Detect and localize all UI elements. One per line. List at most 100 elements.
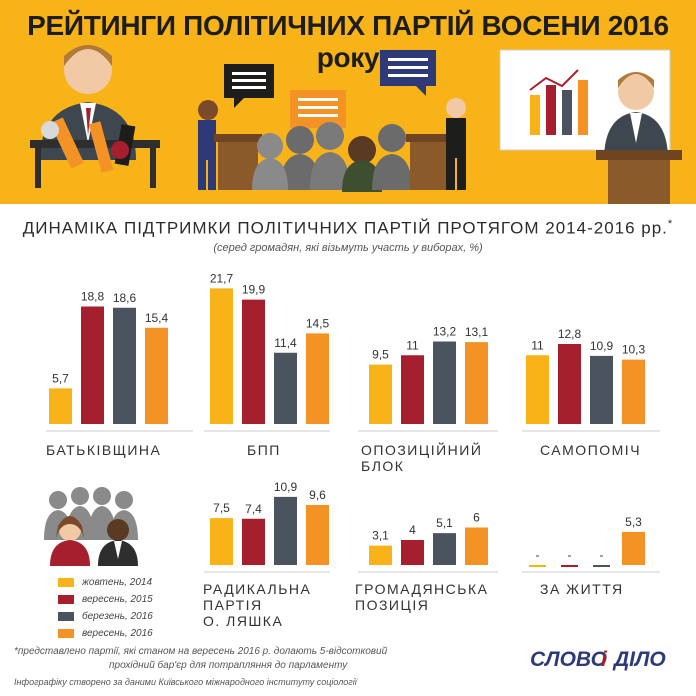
bar xyxy=(593,565,610,567)
bar-value-label: - xyxy=(568,548,572,562)
presentation-board-illustration xyxy=(499,49,682,204)
bar xyxy=(274,352,297,424)
group-label: БЛОК xyxy=(361,458,404,474)
bar-value-label: 15,4 xyxy=(145,311,169,325)
footnote: *представлено партії, які станом на вере… xyxy=(14,645,484,673)
legend-item: березень, 2016 xyxy=(58,608,153,625)
bar-value-label: 18,8 xyxy=(81,290,105,304)
bar xyxy=(145,327,168,424)
bar-value-label: 7,4 xyxy=(245,502,262,516)
bar xyxy=(465,342,488,424)
bar xyxy=(242,299,265,424)
chart-legend: жовтень, 2014 вересень, 2015 березень, 2… xyxy=(58,574,153,642)
bar-value-label: 11 xyxy=(531,338,544,352)
legend-swatch xyxy=(58,595,74,604)
bar-value-label: 21,7 xyxy=(210,271,234,285)
bar-value-label: 19,9 xyxy=(242,283,266,297)
bar-value-label: 10,9 xyxy=(274,480,298,494)
legend-label: вересень, 2016 xyxy=(82,628,153,639)
bar xyxy=(369,364,392,424)
group-label: ОПОЗИЦІЙНИЙ xyxy=(361,441,482,458)
group-label: ГРОМАДЯНСЬКА xyxy=(355,581,488,597)
bar-value-label: 13,1 xyxy=(465,325,489,339)
legend-swatch xyxy=(58,629,74,638)
group-label: БАТЬКІВЩИНА xyxy=(46,442,161,458)
legend-swatch xyxy=(58,612,74,621)
speech-bubbles-illustration xyxy=(224,50,436,138)
footnote-line-2: прохідний бар'єр для потрапляння до парл… xyxy=(109,660,348,671)
bar xyxy=(558,344,581,424)
legend-label: жовтень, 2014 xyxy=(82,577,153,588)
banner-illustration xyxy=(30,45,682,204)
legend-item: вересень, 2016 xyxy=(58,625,153,642)
group-label: ПАРТІЯ xyxy=(203,597,263,613)
bar-value-label: 11,4 xyxy=(274,336,297,350)
header-banner: РЕЙТИНГИ ПОЛІТИЧНИХ ПАРТІЙ ВОСЕНИ 2016 р… xyxy=(0,0,696,204)
bar-value-label: 10,3 xyxy=(622,343,646,357)
legend-item: вересень, 2015 xyxy=(58,591,153,608)
bar-value-label: 5,1 xyxy=(436,516,453,530)
legend-item: жовтень, 2014 xyxy=(58,574,153,591)
bar xyxy=(306,505,329,565)
group-label: ЗА ЖИТТЯ xyxy=(540,581,624,597)
bar xyxy=(210,288,233,424)
bar-value-label: 12,8 xyxy=(558,327,582,341)
debate-scene-illustration xyxy=(198,98,466,192)
bar xyxy=(401,355,424,424)
slovo-i-dilo-logo: СЛОВО і ДІЛО xyxy=(530,648,666,671)
bar-value-label: 3,1 xyxy=(372,529,389,543)
bar xyxy=(306,333,329,424)
source-note: Інфографіку створено за даними Київськог… xyxy=(14,677,357,687)
bar-value-label: 7,5 xyxy=(213,501,230,515)
bar xyxy=(369,545,392,565)
bar xyxy=(210,518,233,565)
footnote-mark: * xyxy=(667,218,674,230)
group-label: САМОПОМІЧ xyxy=(540,442,641,458)
bar xyxy=(433,341,456,424)
footnote-line-1: *представлено партії, які станом на вере… xyxy=(14,646,388,657)
bar xyxy=(274,496,297,565)
logo-word-3: ДІЛО xyxy=(612,648,666,671)
bar-value-label: - xyxy=(600,548,604,562)
bar-value-label: 13,2 xyxy=(433,325,457,339)
bar xyxy=(401,540,424,565)
page-title: РЕЙТИНГИ ПОЛІТИЧНИХ ПАРТІЙ ВОСЕНИ 2016 р… xyxy=(27,10,669,73)
group-label: О. ЛЯШКА xyxy=(203,613,283,629)
bar xyxy=(242,518,265,565)
group-label: РАДИКАЛЬНА xyxy=(203,581,311,597)
logo-word-2: і xyxy=(601,648,608,671)
logo-word-1: СЛОВО xyxy=(530,648,607,671)
group-label: БПП xyxy=(247,442,281,458)
bar xyxy=(622,359,645,424)
bar xyxy=(49,388,72,424)
bar-value-label: 9,5 xyxy=(372,348,389,362)
chart-note: (серед громадян, які візьмуть участь у в… xyxy=(213,242,483,254)
bar xyxy=(81,306,104,424)
bar xyxy=(529,565,546,567)
bar xyxy=(113,307,136,424)
bar-value-label: 5,3 xyxy=(625,515,642,529)
legend-label: березень, 2016 xyxy=(82,611,153,622)
bar-value-label: 5,7 xyxy=(52,371,69,385)
group-label: ПОЗИЦІЯ xyxy=(355,597,429,613)
legend-swatch xyxy=(58,578,74,587)
bar-value-label: 6 xyxy=(473,511,480,525)
bar-value-label: 10,9 xyxy=(590,339,614,353)
bar-value-label: 4 xyxy=(409,523,416,537)
bar xyxy=(590,355,613,424)
bar xyxy=(561,565,578,567)
bar-value-label: 9,6 xyxy=(309,488,326,502)
bar xyxy=(433,533,456,565)
bar-value-label: - xyxy=(536,548,540,562)
bar-value-label: 14,5 xyxy=(306,316,330,330)
speaker-left-illustration xyxy=(30,45,160,188)
bar xyxy=(465,527,488,565)
bar-value-label: 18,6 xyxy=(113,291,137,305)
bar xyxy=(622,531,645,565)
bar-value-label: 11 xyxy=(406,338,419,352)
legend-label: вересень, 2015 xyxy=(82,594,153,605)
bar xyxy=(526,355,549,424)
people-group-illustration xyxy=(44,487,138,566)
chart-title: ДИНАМІКА ПІДТРИМКИ ПОЛІТИЧНИХ ПАРТІЙ ПРО… xyxy=(22,218,674,238)
